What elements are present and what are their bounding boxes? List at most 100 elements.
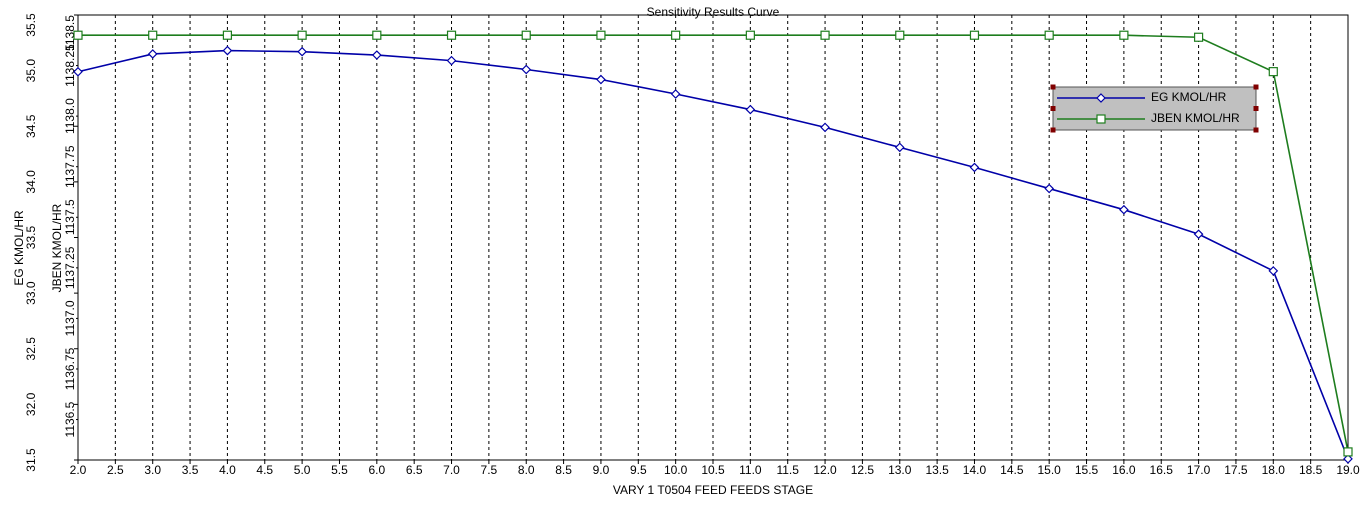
data-point [820,122,830,133]
series-line [77,49,1349,460]
data-point [1343,454,1353,464]
data-point [1044,30,1054,40]
data-point [1193,32,1204,42]
x-tick-label: 11.5 [776,463,799,477]
x-tick-label: 16.0 [1112,463,1136,477]
data-point [222,30,233,40]
x-tick-label: 13.5 [925,463,949,477]
legend-label: JBEN KMOL/HR [1151,111,1240,125]
data-point [745,104,756,115]
x-tick-label: 5.5 [331,463,348,477]
data-point [1268,67,1278,77]
plot-frame [77,14,1349,461]
x-tick-label: 6.5 [406,463,423,477]
data-point [969,162,980,173]
y-tick-label: 31.5 [24,448,38,472]
x-tick-label: 7.0 [443,463,460,477]
chart-title: Sensitivity Results Curve [647,5,780,19]
x-tick-label: 8.0 [518,463,535,477]
y-tick-label: 33.5 [24,225,38,249]
data-point [521,64,532,75]
legend-handle [1253,106,1259,111]
data-point [73,66,83,77]
y2-tick-label: 1137.25 [63,246,77,289]
x-tick-label: 3.0 [144,463,161,477]
x-tick-label: 4.5 [256,463,273,477]
y-tick-label: 35.0 [24,59,38,83]
x-tick-label: 19.0 [1336,463,1360,477]
x-tick-label: 18.5 [1299,463,1323,477]
legend-handle [1050,127,1056,133]
legend-handle [1050,106,1056,111]
data-point [596,30,606,40]
data-point [745,30,755,40]
x-tick-label: 7.5 [481,463,498,477]
x-tick-label: 9.5 [630,463,647,477]
y-tick-label: 32.5 [24,337,38,361]
y2-tick-label: 1138.0 [63,98,77,134]
data-point [596,74,606,85]
data-point [222,45,233,56]
y-tick-label: 32.0 [24,392,38,416]
x-tick-label: 16.5 [1150,463,1174,477]
legend-handle [1050,84,1056,90]
x-tick-label: 14.5 [1000,463,1024,477]
x-tick-label: 11.0 [739,463,762,477]
series-line [78,34,1349,453]
y-axis-title: EG KMOL/HR [12,210,26,286]
data-point [1193,229,1204,240]
data-point [820,30,830,40]
x-tick-label: 10.5 [701,463,725,477]
data-point [969,30,980,40]
x-tick-label: 8.5 [555,463,572,477]
x-tick-label: 15.5 [1075,463,1099,477]
x-tick-label: 15.0 [1037,463,1061,477]
x-tick-label: 12.5 [851,463,875,477]
x-tick-label: 2.5 [107,463,124,477]
data-point [1044,183,1055,194]
legend-label: EG KMOL/HR [1151,90,1227,104]
legend-marker [1096,114,1106,124]
data-point [297,30,307,40]
data-point [297,46,307,57]
data-point [73,30,83,40]
data-point [446,30,457,40]
x-tick-label: 12.0 [813,463,837,477]
y-tick-label: 34.5 [24,114,38,138]
legend-marker [1096,93,1106,103]
x-tick-label: 5.0 [294,463,311,477]
x-tick-label: 17.0 [1187,463,1211,477]
data-point [1119,30,1129,40]
y-tick-label: 33.0 [24,281,38,305]
y2-tick-label: 1137.75 [63,145,77,188]
y2-tick-label: 1137.0 [63,300,77,336]
data-point [371,50,382,60]
data-point [148,30,158,40]
y-tick-label: 34.0 [24,170,38,194]
legend-handle [1253,84,1259,90]
data-point [1343,447,1353,457]
y2-tick-label: 1137.5 [63,199,77,235]
legend: EG KMOL/HR JBEN KMOL/HR [1050,84,1259,133]
y2-tick-label: 1138.5 [63,15,77,51]
y2-tick-label: 1136.75 [63,347,77,390]
data-point [446,55,457,66]
data-point [147,49,158,59]
x-tick-label: 18.0 [1262,463,1286,477]
data-point [372,30,382,40]
y2-tick-label: 1138.25 [63,44,77,87]
legend-handle [1253,127,1259,133]
data-point [895,30,905,40]
x-tick-label: 6.0 [368,463,385,477]
data-point [894,142,905,153]
y-tick-label: 35.5 [24,13,38,37]
data-point [670,89,681,99]
x-tick-label: 10.0 [664,463,688,477]
x-axis-title: VARY 1 T0504 FEED FEEDS STAGE [613,483,813,497]
data-point [671,30,681,40]
data-point [521,30,531,40]
y2-axis-title: JBEN KMOL/HR [50,203,64,292]
data-point [1119,204,1129,215]
